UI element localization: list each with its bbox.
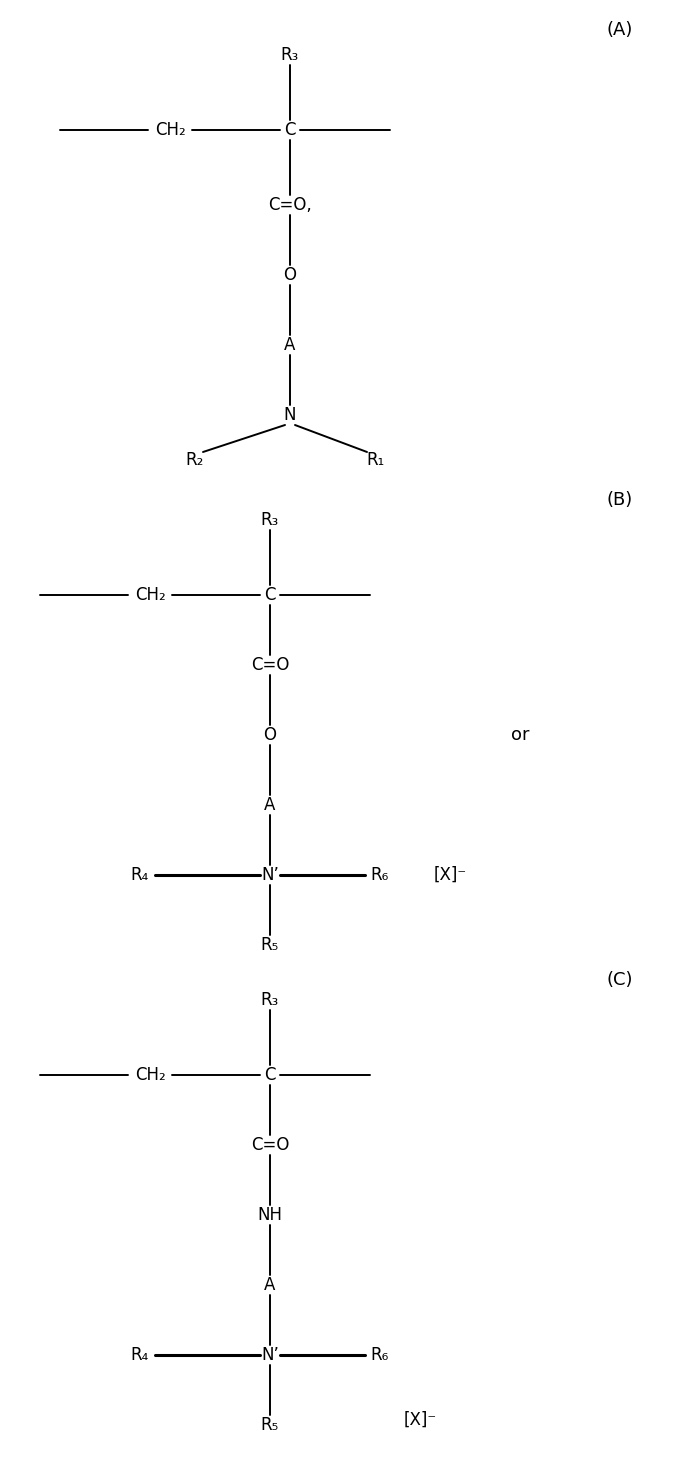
Text: R₃: R₃ — [261, 991, 279, 1009]
Text: CH₂: CH₂ — [155, 121, 185, 139]
Text: N: N — [284, 405, 296, 424]
Text: R₂: R₂ — [186, 451, 204, 469]
Text: CH₂: CH₂ — [135, 1066, 165, 1083]
Text: R₅: R₅ — [261, 1416, 279, 1435]
Text: C=O: C=O — [251, 1136, 290, 1153]
Text: R₁: R₁ — [366, 451, 384, 469]
Text: C=O,: C=O, — [268, 195, 312, 214]
Text: [X]⁻: [X]⁻ — [403, 1411, 437, 1429]
Text: C: C — [264, 1066, 276, 1083]
Text: A: A — [264, 1276, 276, 1295]
Text: CH₂: CH₂ — [135, 586, 165, 604]
Text: R₅: R₅ — [261, 936, 279, 954]
Text: R₄: R₄ — [131, 1346, 149, 1365]
Text: (A): (A) — [607, 20, 633, 39]
Text: R₃: R₃ — [281, 47, 299, 64]
Text: R₄: R₄ — [131, 866, 149, 884]
Text: O: O — [264, 726, 277, 744]
Text: A: A — [264, 796, 276, 814]
Text: C: C — [284, 121, 296, 139]
Text: O: O — [283, 265, 296, 284]
Text: C: C — [264, 586, 276, 604]
Text: (C): (C) — [607, 971, 633, 989]
Text: R₆: R₆ — [371, 866, 389, 884]
Text: (B): (B) — [607, 491, 633, 509]
Text: [X]⁻: [X]⁻ — [433, 866, 466, 884]
Text: N’: N’ — [261, 1346, 279, 1365]
Text: R₆: R₆ — [371, 1346, 389, 1365]
Text: A: A — [284, 335, 296, 354]
Text: NH: NH — [258, 1206, 283, 1225]
Text: N’: N’ — [261, 866, 279, 884]
Text: C=O: C=O — [251, 656, 290, 674]
Text: R₃: R₃ — [261, 510, 279, 529]
Text: or: or — [511, 726, 530, 744]
